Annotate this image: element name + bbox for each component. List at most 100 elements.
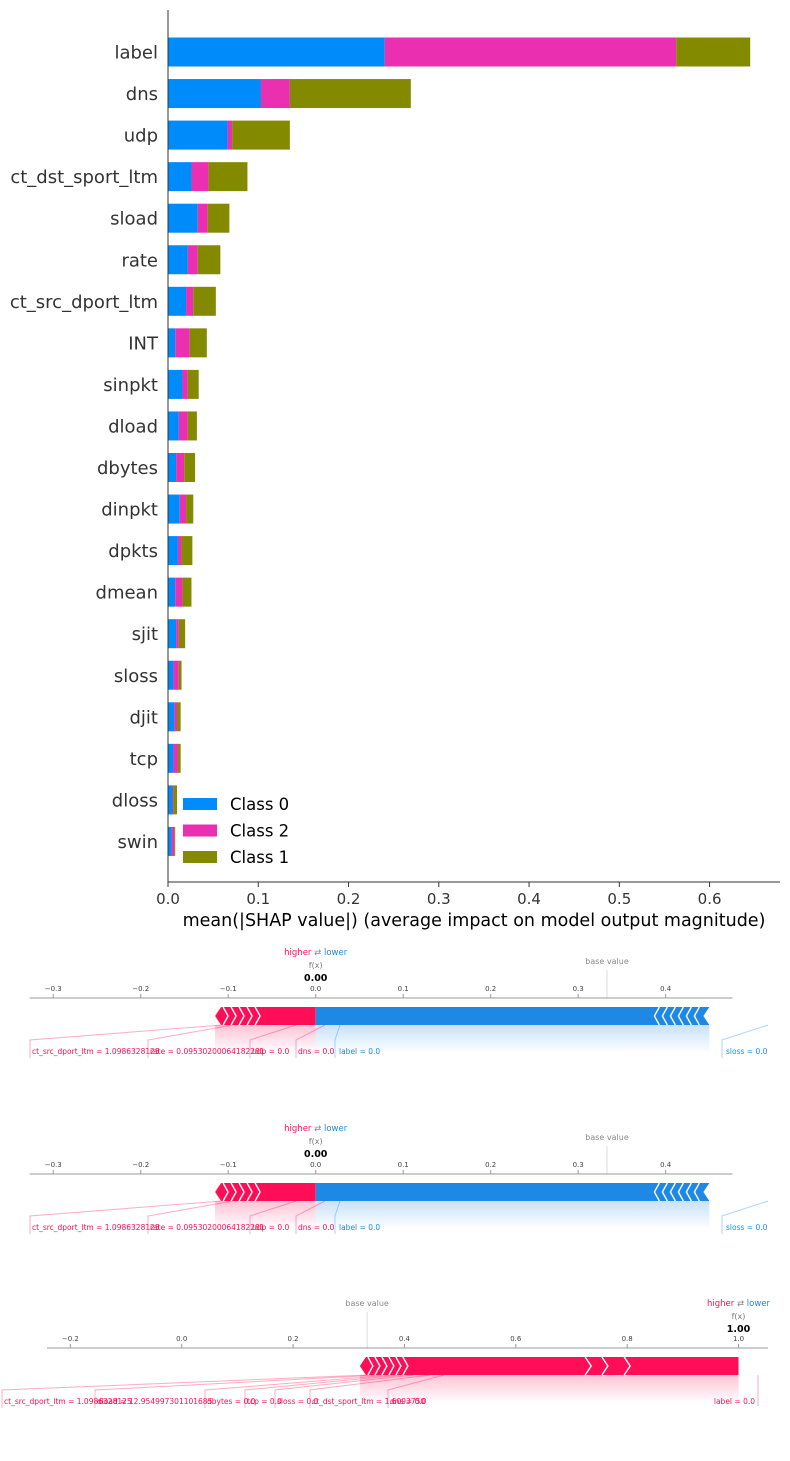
positive-feature-label: dns = 0.0 bbox=[298, 1047, 335, 1056]
positive-chevron bbox=[222, 1006, 229, 1026]
bar-dpkts-class-1 bbox=[181, 536, 193, 566]
negative-chevron bbox=[661, 1006, 668, 1026]
bar-djit-class-2 bbox=[174, 702, 178, 732]
negative-feature-label: label = 0.0 bbox=[339, 1223, 380, 1232]
positive-chevron bbox=[254, 1006, 261, 1026]
force-tick-label: 0.1 bbox=[398, 985, 409, 993]
positive-feature-label: dns = 0.0 bbox=[298, 1223, 335, 1232]
legend-swatch-class-0 bbox=[183, 798, 217, 810]
fx-value: 1.00 bbox=[727, 1324, 751, 1335]
positive-chevron bbox=[367, 1356, 374, 1376]
negative-chevron bbox=[693, 1182, 700, 1202]
feature-label-label: label bbox=[114, 43, 158, 64]
bar-tcp-class-0 bbox=[168, 743, 174, 773]
negative-chevron bbox=[653, 1006, 660, 1026]
x-tick-label: 0.5 bbox=[607, 890, 631, 908]
positive-connector bbox=[147, 1200, 234, 1234]
higher-lower-legend: higher ⇄ lower bbox=[707, 1299, 771, 1309]
positive-feature-label: label = 0.0 bbox=[714, 1397, 755, 1406]
positive-connector bbox=[29, 1200, 223, 1234]
bar-dpkts-class-0 bbox=[168, 536, 178, 566]
bar-dinpkt-class-1 bbox=[186, 494, 194, 524]
positive-feature-label: ct_src_dport_ltm = 1.0986328125 bbox=[4, 1397, 132, 1406]
feature-label-sload: sload bbox=[110, 209, 158, 230]
fx-value: 0.00 bbox=[304, 1149, 328, 1160]
positive-chevron bbox=[584, 1356, 593, 1376]
negative-connector bbox=[334, 1200, 341, 1234]
fx-value: 0.00 bbox=[304, 973, 328, 984]
fx-label: f(x) bbox=[309, 961, 323, 970]
positive-chevron bbox=[601, 1356, 609, 1376]
negative-shade bbox=[315, 1201, 710, 1229]
feature-label-dmean: dmean bbox=[96, 583, 158, 604]
force-tick-label: −0.2 bbox=[132, 985, 149, 993]
bar-udp-class-1 bbox=[232, 120, 290, 150]
legend-label: Class 2 bbox=[230, 822, 289, 841]
negative-chevron bbox=[653, 1182, 660, 1202]
bar-rate-class-2 bbox=[187, 245, 198, 275]
feature-label-djit: djit bbox=[130, 707, 159, 728]
legend-label: Class 1 bbox=[230, 848, 289, 867]
bar-dns-class-0 bbox=[168, 79, 261, 109]
positive-connector bbox=[1, 1374, 369, 1408]
bar-ct_dst_sport_ltm-class-1 bbox=[208, 162, 248, 192]
positive-chevron bbox=[388, 1356, 395, 1376]
fx-label: f(x) bbox=[309, 1137, 323, 1146]
legend-swatch-class-2 bbox=[183, 824, 217, 837]
positive-bar bbox=[359, 1357, 739, 1375]
bar-sloss-class-0 bbox=[168, 660, 174, 690]
positive-feature-label: ct_dst_sport_ltm = 1.6093750 bbox=[312, 1397, 425, 1406]
bar-dload-class-1 bbox=[187, 411, 197, 441]
positive-feature-label: ct_src_dport_ltm = 1.0986328125 bbox=[32, 1223, 160, 1232]
feature-label-udp: udp bbox=[124, 126, 158, 147]
bar-rate-class-1 bbox=[197, 245, 221, 275]
feature-label-sjit: sjit bbox=[132, 624, 158, 645]
force-tick-label: 0.4 bbox=[660, 985, 672, 993]
negative-connector bbox=[721, 1200, 769, 1234]
bar-dbytes-class-1 bbox=[184, 453, 196, 482]
positive-bar bbox=[215, 1007, 316, 1025]
bar-ct_dst_sport_ltm-class-0 bbox=[168, 162, 192, 192]
bar-sload-class-2 bbox=[197, 203, 208, 233]
positive-connector bbox=[94, 1374, 381, 1408]
positive-feature-label: tcp = 0.0 bbox=[247, 1397, 282, 1406]
bar-sloss-class-1 bbox=[178, 660, 182, 690]
force-tick-label: 1.0 bbox=[733, 1335, 744, 1343]
feature-label-dbytes: dbytes bbox=[97, 458, 158, 479]
positive-feature-label: dbytes = 0.0 bbox=[207, 1397, 256, 1406]
force-tick-label: 0.4 bbox=[660, 1161, 672, 1169]
force-tick-label: 0.4 bbox=[399, 1335, 411, 1343]
negative-chevron bbox=[693, 1006, 700, 1026]
positive-feature-label: sloss = 0.0 bbox=[277, 1397, 319, 1406]
force-tick-label: 0.3 bbox=[573, 985, 584, 993]
negative-chevron bbox=[685, 1182, 692, 1202]
legend-label: Class 0 bbox=[230, 795, 289, 814]
bar-tcp-class-1 bbox=[177, 743, 181, 773]
bar-udp-class-2 bbox=[227, 120, 233, 150]
higher-lower-legend: higher ⇄ lower bbox=[284, 948, 348, 958]
bar-ct_src_dport_ltm-class-2 bbox=[186, 286, 194, 316]
force-tick-label: 0.2 bbox=[485, 1161, 496, 1169]
force-tick-label: 0.0 bbox=[176, 1335, 187, 1343]
positive-connector bbox=[204, 1374, 393, 1408]
bar-swin-class-1 bbox=[174, 826, 176, 856]
positive-feature-label: rate = 0.09530200064182281 bbox=[150, 1047, 265, 1056]
feature-label-dloss: dloss bbox=[112, 790, 158, 811]
feature-label-ct_src_dport_ltm: ct_src_dport_ltm bbox=[10, 292, 158, 313]
bar-dns-class-1 bbox=[289, 79, 411, 109]
positive-connector bbox=[29, 1024, 223, 1058]
base-value-label: base value bbox=[585, 1133, 629, 1142]
negative-chevron bbox=[669, 1006, 676, 1026]
force-tick-label: 0.6 bbox=[510, 1335, 522, 1343]
negative-feature-label: label = 0.0 bbox=[339, 1047, 380, 1056]
force-tick-label: −0.3 bbox=[45, 985, 62, 993]
x-tick-label: 0.0 bbox=[156, 890, 180, 908]
x-tick-label: 0.3 bbox=[427, 890, 451, 908]
positive-chevron bbox=[402, 1356, 409, 1376]
positive-connector bbox=[295, 1024, 326, 1058]
positive-feature-label: dns = 0.0 bbox=[390, 1397, 427, 1406]
bar-dpkts-class-2 bbox=[177, 536, 182, 566]
positive-feature-label: udp = 0.0 bbox=[252, 1223, 289, 1232]
positive-connector bbox=[295, 1200, 326, 1234]
